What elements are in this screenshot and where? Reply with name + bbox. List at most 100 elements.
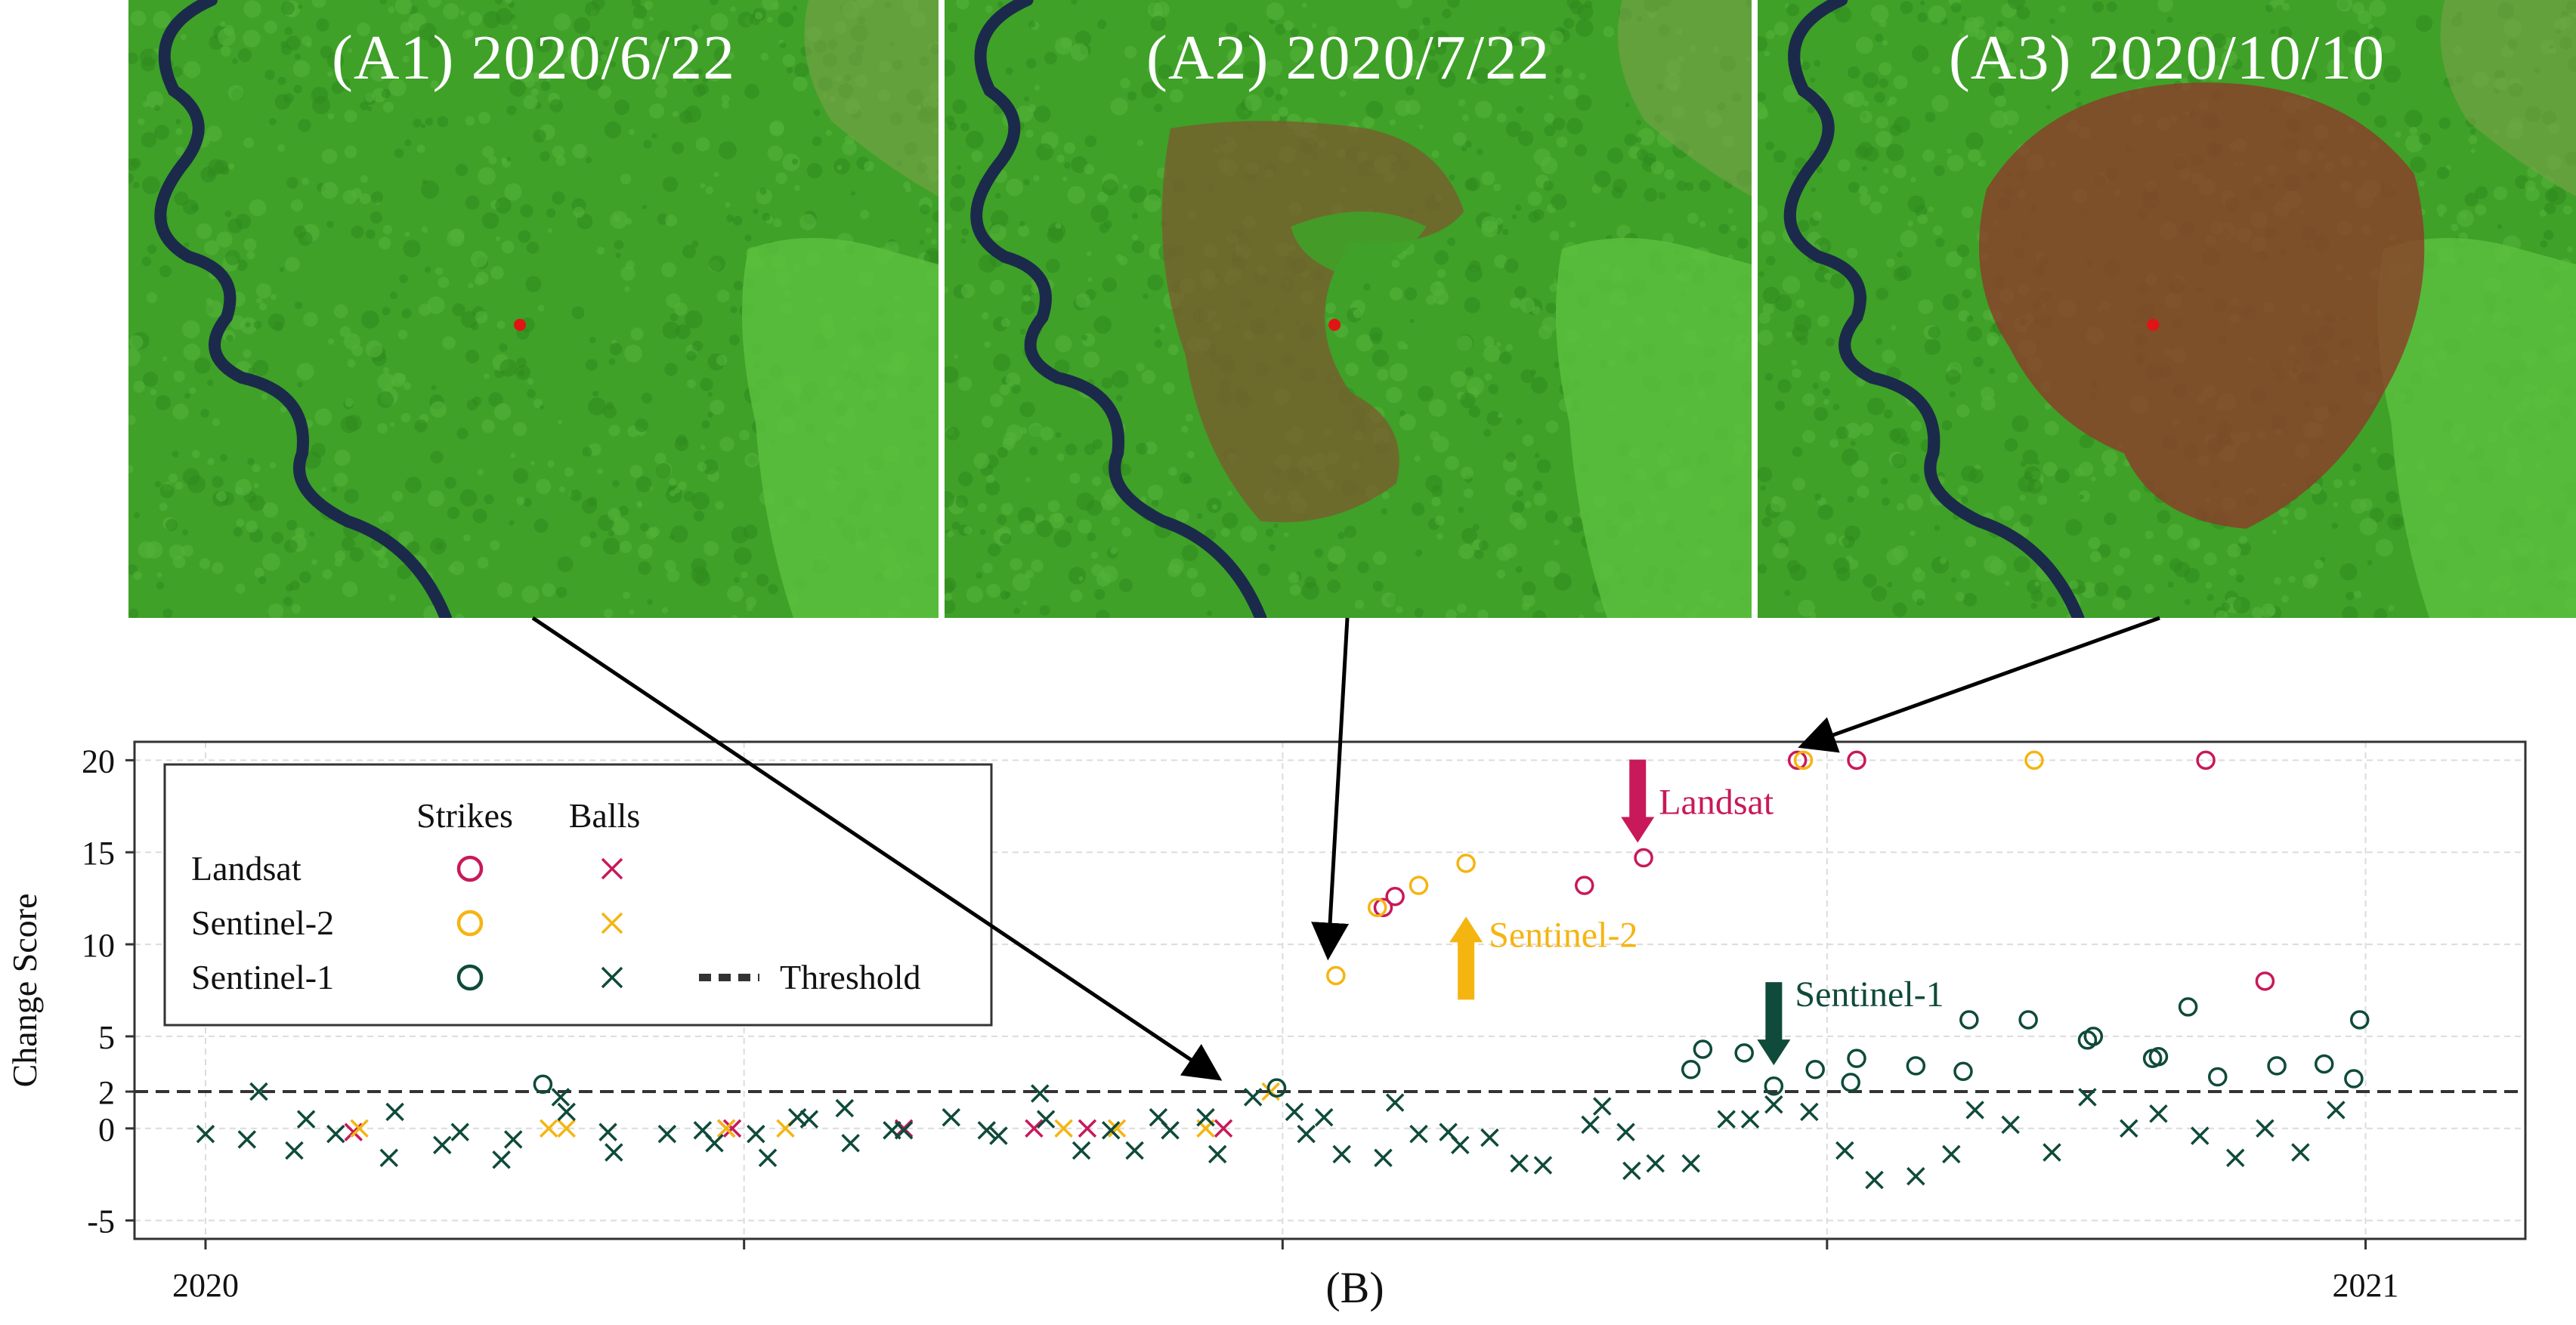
sentinel2-strike-point <box>1456 854 1476 873</box>
satellite-image-a3 <box>1758 0 2576 618</box>
sentinel1-ball-point <box>1616 1123 1635 1141</box>
pasture-area <box>742 238 939 618</box>
sentinel1-ball-point <box>492 1150 511 1169</box>
landsat-strike-point <box>1385 886 1405 906</box>
sentinel1-ball-point <box>249 1082 268 1101</box>
sentinel1-ball-point <box>1681 1154 1700 1173</box>
landsat-strike-point <box>2196 750 2216 771</box>
y-tick-label: -5 <box>87 1203 115 1240</box>
sentinel1-strike-point <box>2349 1010 2370 1030</box>
sentinel1-strike-point <box>2148 1046 2169 1067</box>
sentinel1-ball-point <box>747 1124 765 1144</box>
sentinel2-strike-point <box>1409 876 1429 895</box>
landsat-strike-point <box>1634 848 1653 868</box>
annotation-arrow-landsat <box>1621 759 1655 843</box>
sentinel1-ball-point <box>1125 1141 1144 1160</box>
panel-separator <box>1752 0 1758 618</box>
sentinel1-ball-point <box>1942 1144 1961 1164</box>
sentinel1-ball-point <box>1906 1166 1925 1186</box>
pasture-area <box>2377 238 2576 618</box>
sample-point-marker <box>514 319 526 331</box>
sentinel2-ball-point <box>1107 1119 1127 1138</box>
sentinel1-ball-point <box>1510 1154 1529 1173</box>
legend-header-balls: Balls <box>569 796 641 835</box>
sentinel2-ball-point <box>716 1119 736 1138</box>
dry-area <box>804 0 939 196</box>
landsat-ball-point <box>722 1119 742 1138</box>
y-axis-label: Change Score <box>5 894 44 1088</box>
sentinel1-ball-point <box>285 1141 304 1160</box>
sentinel2-ball-point <box>539 1119 558 1138</box>
y-tick-label: 2 <box>98 1074 115 1111</box>
sentinel1-strike-point <box>533 1074 553 1095</box>
annotation-label-landsat: Landsat <box>1659 783 1774 823</box>
landsat-strike-point <box>2255 971 2275 991</box>
sample-point-marker <box>2147 319 2160 331</box>
sentinel1-ball-point <box>1101 1120 1121 1140</box>
river <box>1783 0 2085 618</box>
sentinel1-ball-point <box>196 1124 215 1144</box>
legend-ball-marker <box>601 912 623 934</box>
sentinel1-ball-point <box>758 1148 778 1168</box>
annotation-arrow-sentinel2 <box>1449 916 1483 1000</box>
sentinel1-strike-point <box>1764 1076 1784 1096</box>
sentinel1-strike-point <box>1906 1056 1926 1076</box>
sentinel1-ball-point <box>1800 1102 1819 1122</box>
remnant-forest <box>1291 212 1427 272</box>
river <box>970 0 1267 618</box>
satellite-panel-a2: (A2) 2020/7/22 <box>945 0 1752 618</box>
sentinel1-ball-point <box>2226 1148 2245 1168</box>
sentinel1-ball-point <box>2078 1088 2097 1107</box>
dry-area <box>1617 0 1752 196</box>
satellite-panel-a1: (A1) 2020/6/22 <box>128 0 939 618</box>
sentinel1-strike-point <box>1959 1010 1979 1030</box>
sentinel1-ball-point <box>2191 1126 2210 1145</box>
sentinel1-strike-point <box>2178 997 2198 1017</box>
legend-label-sentinel1: Sentinel-1 <box>191 958 334 996</box>
sentinel1-strike-point <box>2083 1027 2104 1046</box>
sentinel2-ball-point <box>557 1119 576 1138</box>
sentinel1-strike-point <box>1734 1043 1754 1063</box>
sentinel1-strike-point <box>2344 1069 2364 1089</box>
sentinel1-strike-point <box>1693 1039 1713 1059</box>
annotation-arrow-sentinel1 <box>1757 982 1791 1066</box>
sentinel1-ball-point <box>1717 1110 1736 1129</box>
sentinel1-ball-point <box>1646 1154 1665 1173</box>
sentinel1-ball-point <box>605 1143 623 1162</box>
sentinel1-ball-point <box>2291 1143 2310 1162</box>
sentinel1-ball-point <box>1385 1093 1405 1112</box>
sentinel1-ball-point <box>2256 1119 2274 1138</box>
data-points <box>196 750 2370 1190</box>
sentinel1-ball-point <box>2120 1119 2138 1138</box>
sentinel1-ball-point <box>326 1124 345 1144</box>
sentinel1-ball-point <box>1409 1124 1428 1144</box>
landsat-strike-point <box>1787 750 1808 771</box>
connector-a3 <box>1798 616 2160 753</box>
sentinel1-ball-point <box>2001 1115 2020 1135</box>
sentinel1-ball-point <box>1332 1144 1351 1164</box>
sentinel1-ball-point <box>1451 1135 1470 1154</box>
legend-strike-marker <box>456 964 484 991</box>
panel-title-a3: (A3) 2020/10/10 <box>1948 23 2386 93</box>
sentinel1-ball-point <box>657 1124 677 1144</box>
sentinel1-ball-point <box>2327 1101 2346 1120</box>
sentinel1-ball-point <box>1297 1124 1316 1144</box>
x-tick-label: 2020 <box>172 1267 239 1304</box>
connector-a2 <box>1311 617 1350 961</box>
sentinel1-ball-point <box>841 1134 860 1153</box>
plot-frame <box>133 740 2527 1240</box>
y-tick-label: 0 <box>98 1111 115 1148</box>
y-tick-label: 15 <box>82 835 115 872</box>
legend-header-strikes: Strikes <box>416 796 513 835</box>
legend-box <box>163 763 993 1027</box>
landsat-strike-point <box>1575 876 1594 895</box>
sentinel1-strike-point <box>1953 1061 1973 1081</box>
panel-title-a1: (A1) 2020/6/22 <box>331 23 736 93</box>
sentinel1-ball-point <box>1031 1084 1050 1103</box>
sentinel2-strike-point <box>1326 965 1346 986</box>
legend: Strikes Balls Landsat Sentinel-2 Sentinel-1 T… <box>163 763 993 1027</box>
sentinel1-strike-point <box>2267 1056 2287 1076</box>
sentinel1-ball-point <box>977 1120 996 1140</box>
x-tick-label: 2021 <box>2333 1267 2399 1304</box>
